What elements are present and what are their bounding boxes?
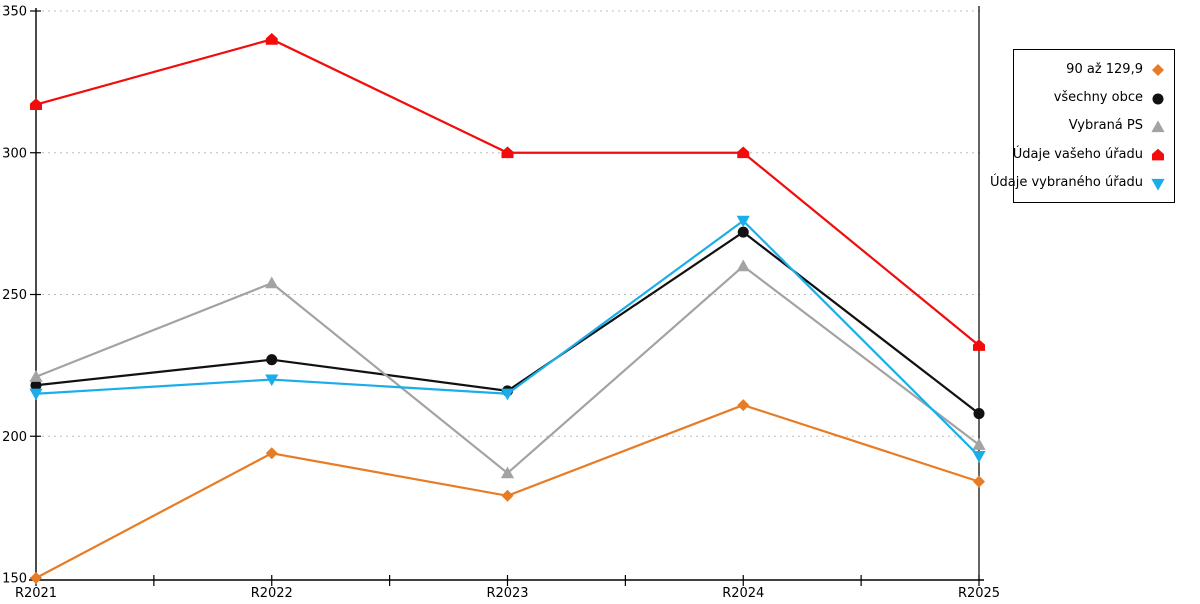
data-point-marker	[737, 399, 750, 412]
data-point-marker	[500, 388, 515, 401]
legend-marker-svg	[1152, 93, 1164, 105]
data-point-marker	[500, 466, 515, 479]
legend-item-label: Údaje vybraného úřadu	[989, 175, 1143, 191]
x-tick-label: R2024	[722, 586, 764, 600]
data-point-marker	[265, 276, 279, 289]
legend-marker-svg	[1152, 149, 1164, 161]
legend-item: Údaje vašeho úřadu	[1013, 144, 1166, 164]
data-point-marker	[737, 146, 750, 159]
legend-item: Údaje vybraného úřadu	[990, 173, 1166, 193]
data-point-marker	[973, 408, 985, 420]
y-tick-label: 350	[2, 5, 27, 20]
x-tick-label: R2022	[251, 586, 293, 600]
series-line	[35, 38, 980, 347]
legend-marker-shape	[1152, 64, 1164, 77]
data-point-marker	[736, 259, 750, 272]
legend-item: Vybraná PS	[1022, 116, 1166, 136]
pentagon-marker-icon	[1150, 147, 1166, 161]
y-tick-label: 200	[2, 430, 27, 445]
triangle-up-marker-icon	[1150, 119, 1166, 133]
data-point-marker	[972, 438, 986, 450]
legend-item-label: Údaje vašeho úřadu	[1012, 146, 1143, 162]
legend-item: 90 až 129,9	[1022, 59, 1166, 79]
legend-marker-shape	[1152, 93, 1164, 105]
legend-marker-svg	[1152, 64, 1164, 77]
legend: 90 až 129,9 všechny obce Vybraná PS Údaj…	[990, 49, 1175, 203]
data-point-marker	[973, 475, 985, 488]
y-tick-label: 250	[2, 288, 27, 303]
data-point-marker	[29, 388, 43, 401]
data-point-marker	[30, 572, 42, 584]
y-tick-label: 150	[2, 572, 27, 587]
data-point-marker	[30, 379, 42, 391]
data-point-marker	[265, 33, 278, 45]
data-point-marker	[265, 447, 278, 460]
data-point-marker	[736, 215, 750, 228]
data-point-marker	[265, 374, 279, 387]
data-point-marker	[29, 370, 43, 382]
legend-marker-svg	[1151, 120, 1165, 133]
x-tick-label: R2025	[958, 586, 1000, 600]
legend-item: všechny obce	[1022, 88, 1166, 108]
legend-marker-shape	[1152, 149, 1164, 161]
circle-marker-icon	[1150, 91, 1166, 105]
x-tick-label: R2021	[15, 586, 57, 600]
data-point-marker	[501, 146, 514, 159]
data-point-marker	[501, 489, 514, 502]
data-point-marker	[973, 339, 985, 351]
data-point-marker	[30, 98, 42, 110]
triangle-down-marker-icon	[1150, 176, 1166, 191]
data-point-marker	[266, 354, 278, 366]
diamond-marker-icon	[1150, 62, 1166, 77]
legend-marker-shape	[1151, 178, 1165, 191]
data-point-marker	[737, 226, 749, 238]
y-tick-label: 300	[2, 146, 27, 161]
legend-item-label: 90 až 129,9	[1066, 61, 1143, 77]
data-point-marker	[972, 450, 986, 463]
x-tick-label: R2023	[486, 586, 528, 600]
legend-marker-shape	[1151, 120, 1165, 133]
legend-marker-svg	[1151, 178, 1165, 191]
legend-item-label: Vybraná PS	[1068, 118, 1143, 134]
legend-item-label: všechny obce	[1053, 90, 1143, 106]
